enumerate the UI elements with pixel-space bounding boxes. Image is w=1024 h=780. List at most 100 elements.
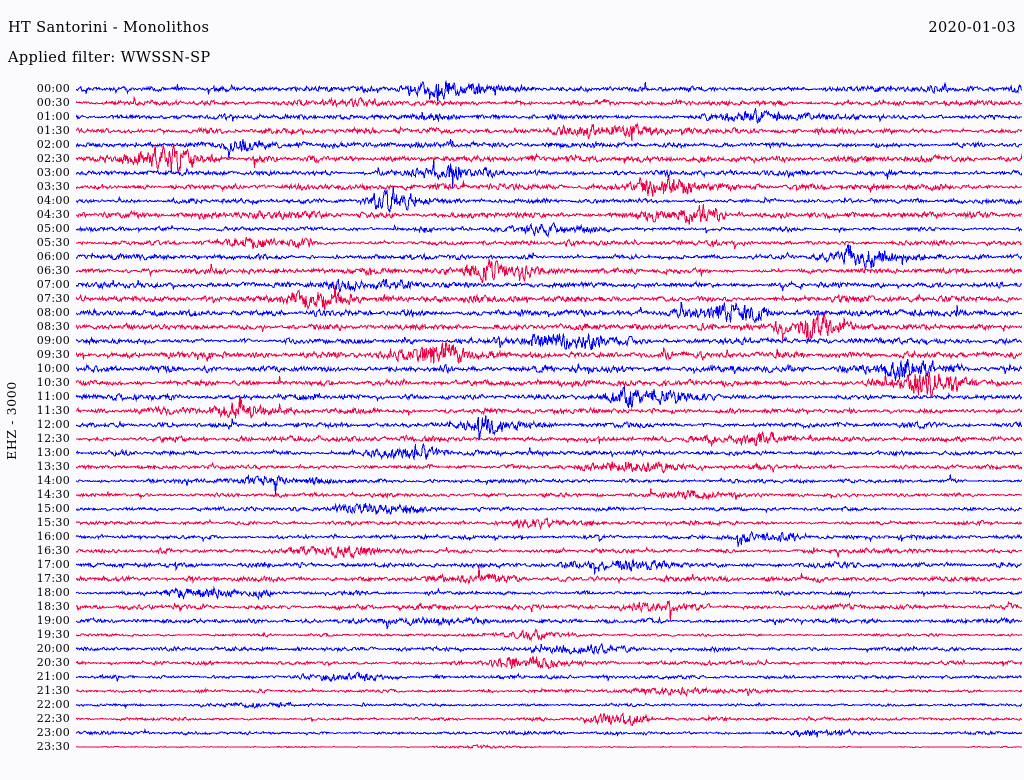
trace-time-label: 16:30	[36, 544, 70, 557]
seismic-trace	[76, 144, 1022, 173]
seismic-trace	[76, 443, 1022, 461]
seismic-trace	[76, 430, 1022, 447]
seismic-trace	[76, 312, 1022, 342]
trace-row: 10:30	[0, 372, 1024, 398]
trace-row: 07:00	[0, 278, 1024, 294]
trace-row: 00:00	[0, 80, 1024, 101]
seismic-trace	[76, 222, 1022, 238]
seismic-trace	[76, 396, 1022, 419]
seismic-trace	[76, 138, 1022, 159]
trace-time-label: 14:30	[36, 488, 70, 501]
trace-time-label: 18:00	[36, 586, 70, 599]
trace-row: 15:00	[0, 502, 1024, 516]
trace-time-label: 09:30	[36, 348, 70, 361]
trace-time-label: 03:30	[36, 180, 70, 193]
trace-time-label: 07:30	[36, 292, 70, 305]
trace-row: 09:30	[0, 340, 1024, 364]
seismic-trace	[76, 236, 1022, 250]
trace-time-label: 00:00	[36, 82, 70, 95]
seismic-trace	[76, 628, 1022, 642]
trace-row: 18:00	[0, 585, 1024, 601]
seismic-trace	[76, 186, 1022, 214]
trace-row: 13:00	[0, 443, 1024, 461]
trace-row: 04:00	[0, 186, 1024, 214]
trace-time-label: 10:30	[36, 376, 70, 389]
trace-time-label: 03:00	[36, 166, 70, 179]
trace-time-label: 17:30	[36, 572, 70, 585]
seismic-trace	[76, 516, 1022, 531]
trace-time-label: 04:30	[36, 208, 70, 221]
seismic-trace	[76, 160, 1022, 188]
trace-row: 05:00	[0, 222, 1024, 238]
trace-row: 06:30	[0, 259, 1024, 284]
trace-time-label: 04:00	[36, 194, 70, 207]
seismic-trace	[76, 474, 1022, 496]
trace-time-label: 23:00	[36, 726, 70, 739]
seismic-trace	[76, 203, 1022, 225]
trace-time-label: 06:30	[36, 264, 70, 277]
trace-time-label: 08:00	[36, 306, 70, 319]
trace-row: 01:30	[0, 122, 1024, 142]
trace-row: 22:00	[0, 698, 1024, 712]
trace-row: 23:00	[0, 726, 1024, 740]
seismic-trace	[76, 80, 1022, 101]
seismic-trace	[76, 545, 1022, 560]
seismic-trace	[76, 108, 1022, 124]
trace-time-label: 16:00	[36, 530, 70, 543]
seismic-trace	[76, 686, 1022, 698]
seismic-trace	[76, 176, 1022, 197]
trace-time-label: 20:00	[36, 642, 70, 655]
seismic-trace	[76, 557, 1022, 575]
trace-row: 03:30	[0, 176, 1024, 197]
seismic-trace	[76, 530, 1022, 548]
trace-time-label: 12:00	[36, 418, 70, 431]
trace-time-label: 14:00	[36, 474, 70, 487]
trace-row: 19:00	[0, 614, 1024, 630]
trace-time-label: 11:30	[36, 404, 70, 417]
recording-date: 2020-01-03	[928, 20, 1016, 36]
trace-time-label: 13:00	[36, 446, 70, 459]
trace-row: 17:00	[0, 557, 1024, 575]
trace-row: 07:30	[0, 284, 1024, 311]
trace-row: 14:00	[0, 474, 1024, 496]
trace-row: 21:30	[0, 684, 1024, 698]
trace-time-label: 15:00	[36, 502, 70, 515]
trace-time-label: 02:00	[36, 138, 70, 151]
seismic-trace	[76, 278, 1022, 294]
trace-row: 03:00	[0, 160, 1024, 188]
trace-row: 06:00	[0, 242, 1024, 271]
trace-time-label: 11:00	[36, 390, 70, 403]
helicorder-plot: 00:00 00:30 01:00 01:30 02:00 02:30 03:00 03:30…	[0, 80, 1024, 780]
trace-row: 22:30	[0, 712, 1024, 727]
trace-time-label: 22:00	[36, 698, 70, 711]
seismic-trace	[76, 372, 1022, 398]
seismic-trace	[76, 643, 1022, 655]
trace-time-label: 01:30	[36, 124, 70, 137]
trace-time-label: 23:30	[36, 740, 70, 753]
trace-row: 17:30	[0, 566, 1024, 586]
trace-row: 11:00	[0, 386, 1024, 410]
trace-row: 10:00	[0, 358, 1024, 381]
seismic-trace	[76, 744, 1022, 750]
trace-time-label: 06:00	[36, 250, 70, 263]
seismic-trace	[76, 488, 1022, 501]
seismic-trace	[76, 671, 1022, 683]
trace-row: 16:00	[0, 530, 1024, 548]
trace-time-label: 02:30	[36, 152, 70, 165]
trace-row: 21:00	[0, 670, 1024, 684]
trace-time-label: 07:00	[36, 278, 70, 291]
trace-row: 20:30	[0, 655, 1024, 670]
trace-time-label: 08:30	[36, 320, 70, 333]
applied-filter-label: Applied filter: WWSSN-SP	[8, 50, 211, 66]
trace-time-label: 00:30	[36, 96, 70, 109]
trace-row: 02:30	[0, 144, 1024, 173]
trace-time-label: 09:00	[36, 334, 70, 347]
trace-time-label: 18:30	[36, 600, 70, 613]
page-title: HT Santorini - Monolithos	[8, 20, 210, 36]
seismic-trace	[76, 95, 1022, 108]
seismic-trace	[76, 502, 1022, 515]
trace-row: 14:30	[0, 488, 1024, 502]
trace-row: 11:30	[0, 396, 1024, 419]
trace-time-label: 19:00	[36, 614, 70, 627]
seismic-trace	[76, 585, 1022, 601]
